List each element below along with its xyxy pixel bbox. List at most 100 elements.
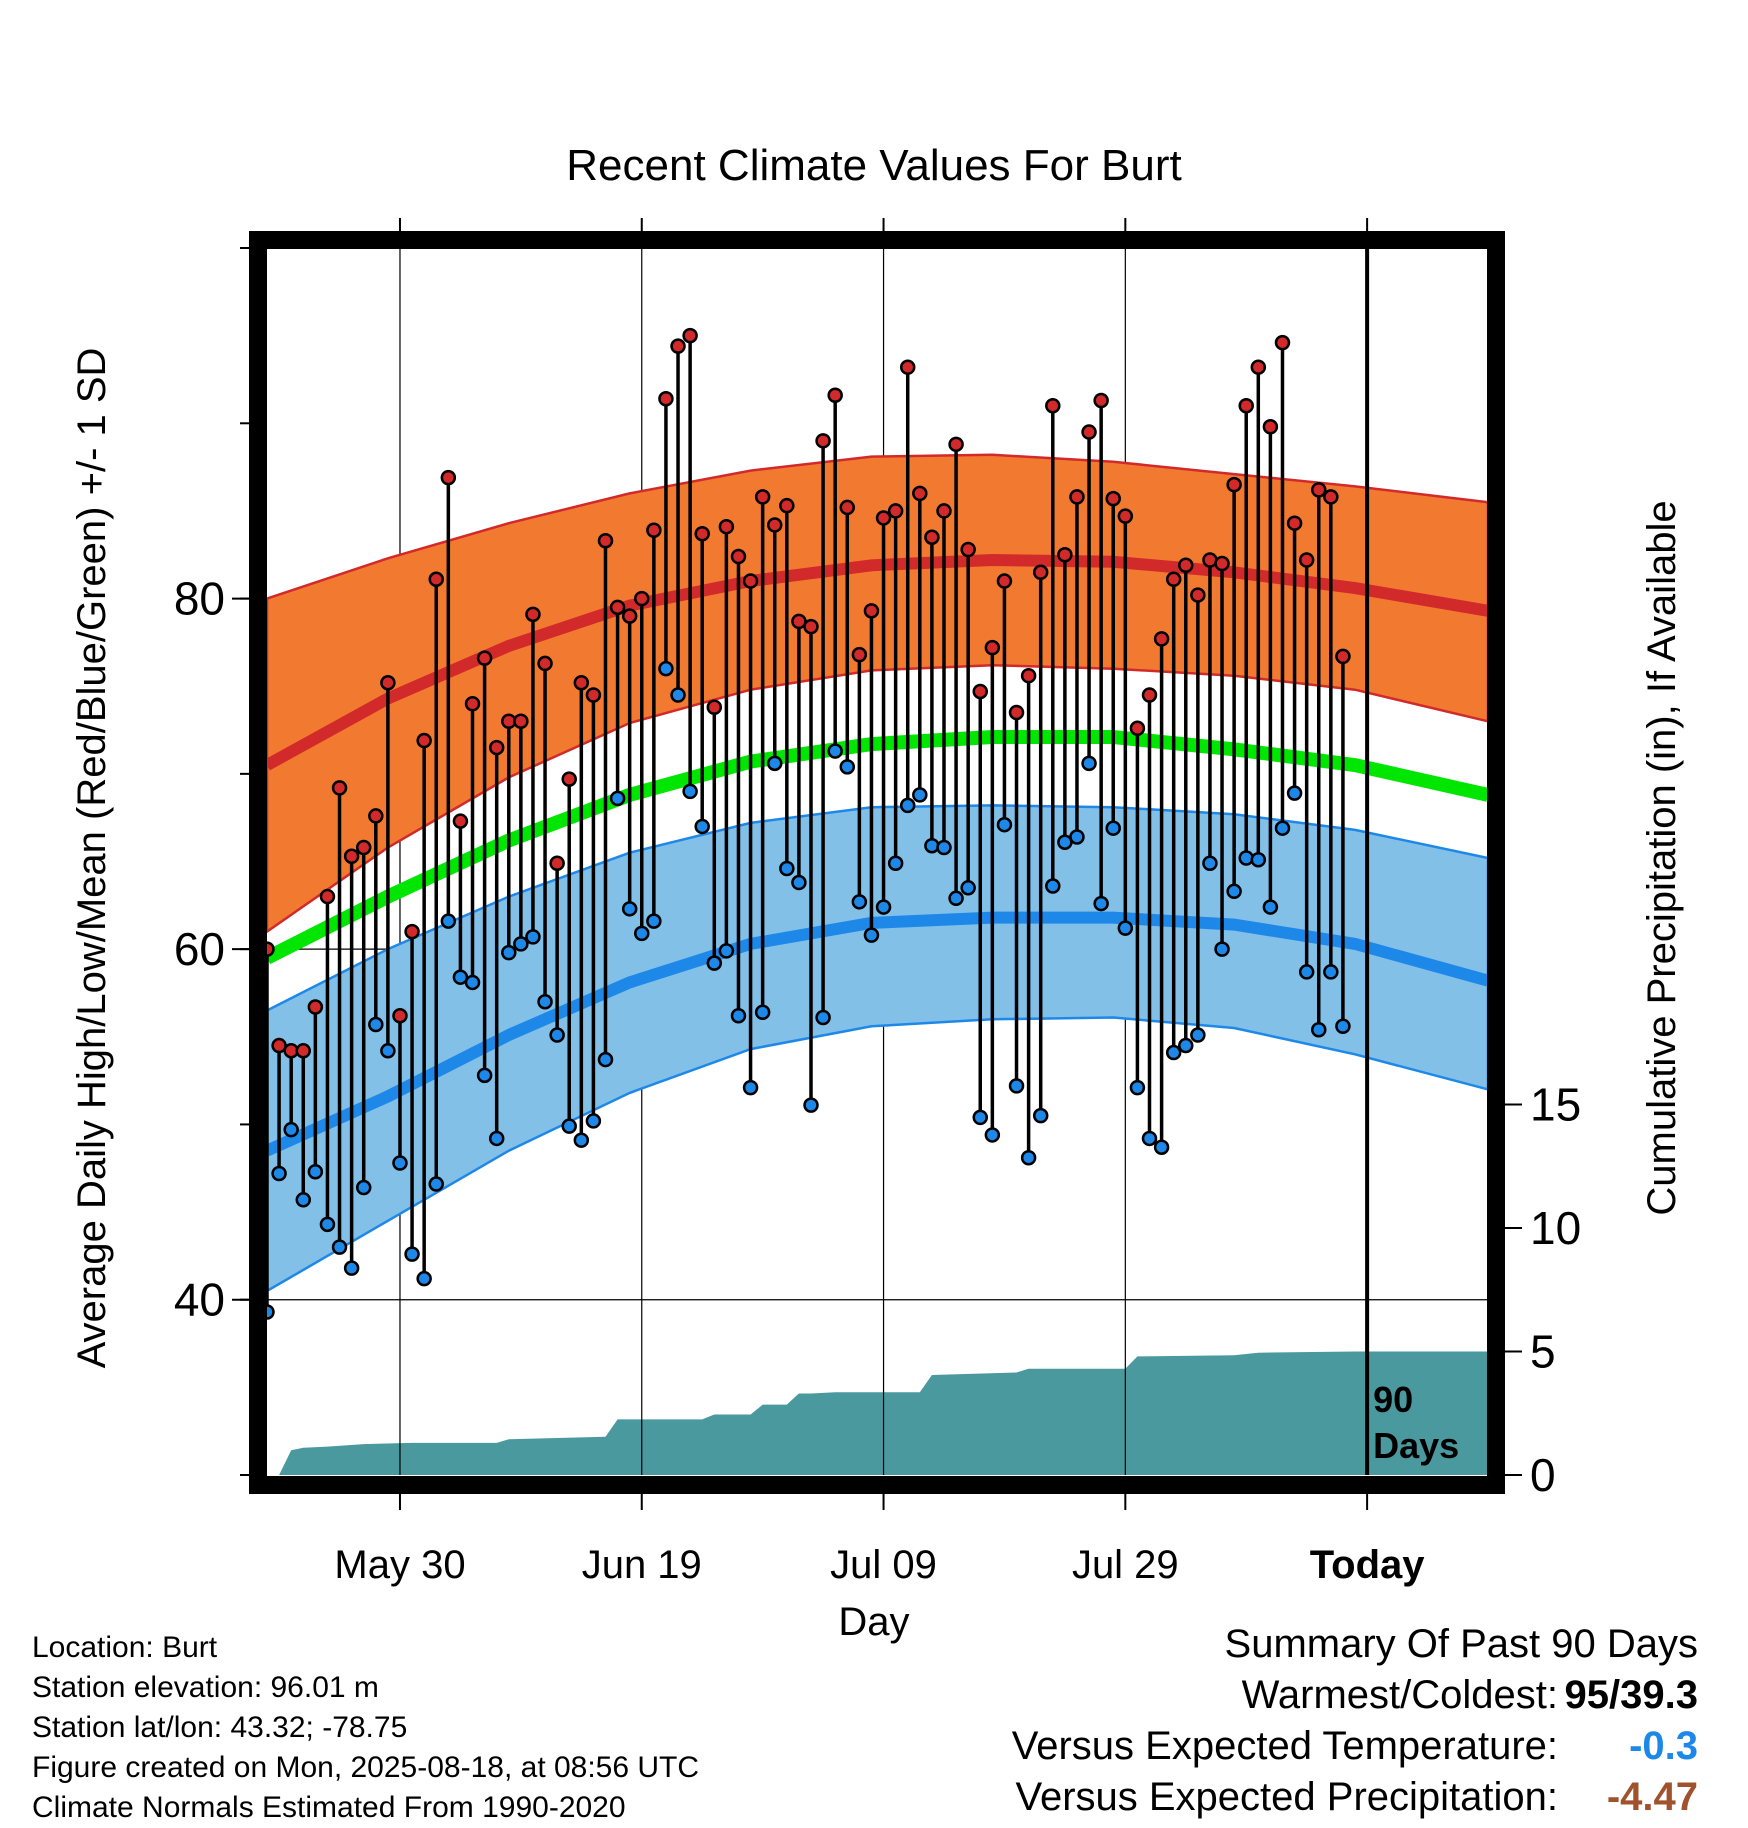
chart-title: Recent Climate Values For Burt: [566, 141, 1181, 190]
daily-high-point: [585, 687, 602, 703]
daily-low-point: [307, 1164, 324, 1180]
daily-low-point: [271, 1165, 287, 1182]
daily-high-point: [609, 599, 626, 616]
y-tick-label: 80: [174, 573, 225, 625]
daily-high-point: [1262, 419, 1279, 435]
daily-high-point: [380, 674, 396, 691]
daily-low-point: [658, 660, 674, 677]
daily-high-point: [1141, 687, 1158, 703]
daily-high-point: [887, 503, 904, 519]
daily-low-point: [343, 1260, 360, 1276]
daily-low-point: [1153, 1139, 1170, 1155]
daily-high-point: [488, 739, 505, 756]
daily-low-point: [621, 901, 638, 917]
daily-high-point: [1129, 720, 1146, 737]
daily-low-point: [1202, 855, 1218, 872]
daily-high-point: [1226, 476, 1242, 493]
daily-low-point: [368, 1016, 384, 1033]
daily-low-point: [549, 1027, 565, 1043]
daily-high-point: [815, 433, 831, 449]
daily-low-point: [827, 743, 843, 759]
daily-low-point: [1141, 1130, 1158, 1147]
daily-low-point: [1032, 1107, 1049, 1124]
daily-high-point: [537, 655, 553, 672]
daily-high-point: [960, 541, 976, 558]
elevation-text: Station elevation: 96.01 m: [32, 1671, 379, 1704]
daily-low-point: [525, 929, 541, 945]
daily-high-point: [452, 813, 469, 829]
daily-high-point: [779, 497, 795, 514]
daily-low-point: [1129, 1079, 1146, 1096]
daily-high-point: [1250, 359, 1267, 375]
daily-high-point: [295, 1043, 312, 1059]
high-normal-line: [264, 553, 1490, 771]
daily-low-point: [1178, 1037, 1194, 1054]
daily-low-point: [501, 944, 517, 961]
daily-high-point: [1153, 631, 1170, 647]
y2-tick-label: 0: [1530, 1449, 1556, 1501]
daily-high-point: [875, 510, 892, 526]
daily-high-point: [742, 573, 759, 589]
daily-low-point: [682, 783, 698, 800]
daily-low-point: [803, 1097, 819, 1113]
daily-low-point: [1045, 878, 1061, 894]
daily-high-point: [1190, 587, 1206, 603]
summary-panel: Summary Of Past 90 Days Warmest/Coldest:…: [798, 1622, 1698, 1826]
y2-tick-label: 15: [1530, 1079, 1581, 1131]
daily-high-point: [827, 387, 843, 403]
daily-high-point: [730, 548, 747, 565]
daily-low-point: [561, 1118, 577, 1134]
today-marker-label: 90: [1373, 1379, 1413, 1420]
x-tick-label: Today: [1310, 1543, 1426, 1587]
daily-high-point: [1020, 667, 1037, 684]
daily-low-point: [1262, 899, 1279, 915]
daily-low-point: [972, 1109, 989, 1126]
daily-low-point: [646, 913, 662, 929]
temp-label: Versus Expected Temperature:: [1011, 1724, 1558, 1768]
daily-high-point: [440, 469, 457, 486]
daily-high-point: [476, 650, 493, 666]
daily-low-point: [1117, 920, 1134, 936]
daily-high-point: [319, 888, 336, 905]
y-tick-label: 40: [174, 1274, 225, 1326]
daily-high-point: [670, 338, 686, 354]
daily-low-point: [440, 913, 457, 929]
daily-high-point: [936, 503, 952, 519]
daily-low-point: [984, 1127, 1001, 1143]
daily-high-point: [368, 808, 384, 824]
daily-low-point: [839, 759, 856, 775]
daily-low-point: [779, 860, 795, 877]
daily-low-point: [791, 874, 807, 891]
daily-high-point: [863, 603, 880, 619]
daily-high-point: [1057, 547, 1073, 563]
daily-high-point: [851, 646, 868, 663]
daily-high-point: [307, 999, 324, 1015]
temp-value: -0.3: [1629, 1724, 1698, 1768]
y2-tick-label: 5: [1530, 1326, 1556, 1378]
daily-high-point: [924, 529, 940, 545]
daily-high-point: [634, 590, 650, 607]
daily-low-point: [585, 1113, 602, 1129]
daily-high-point: [754, 489, 771, 505]
daily-low-point: [1165, 1044, 1182, 1061]
summary-title-row: Summary Of Past 90 Days: [798, 1622, 1698, 1673]
x-tick-label: Jul 29: [1072, 1543, 1179, 1587]
warm-cold-value: 95/39.3: [1564, 1673, 1698, 1717]
daily-low-point: [428, 1176, 444, 1192]
x-tick-label: Jul 09: [830, 1543, 937, 1587]
daily-low-point: [1298, 964, 1315, 980]
daily-low-point: [1081, 755, 1097, 772]
daily-high-point: [1032, 564, 1049, 581]
daily-low-point: [380, 1043, 396, 1059]
plot-frame: [249, 231, 1505, 1494]
daily-low-point: [1105, 820, 1121, 836]
y2-axis-label: Cumulative Precipitation (in), If Availa…: [1640, 500, 1684, 1215]
created-text: Figure created on Mon, 2025-08-18, at 08…: [32, 1751, 700, 1784]
daily-high-point: [597, 532, 614, 549]
daily-low-point: [319, 1216, 336, 1233]
daily-low-point: [851, 894, 868, 910]
daily-high-point: [1045, 398, 1061, 414]
daily-low-point: [706, 955, 723, 971]
daily-low-point: [948, 890, 964, 907]
x-tick-label: May 30: [334, 1543, 465, 1587]
